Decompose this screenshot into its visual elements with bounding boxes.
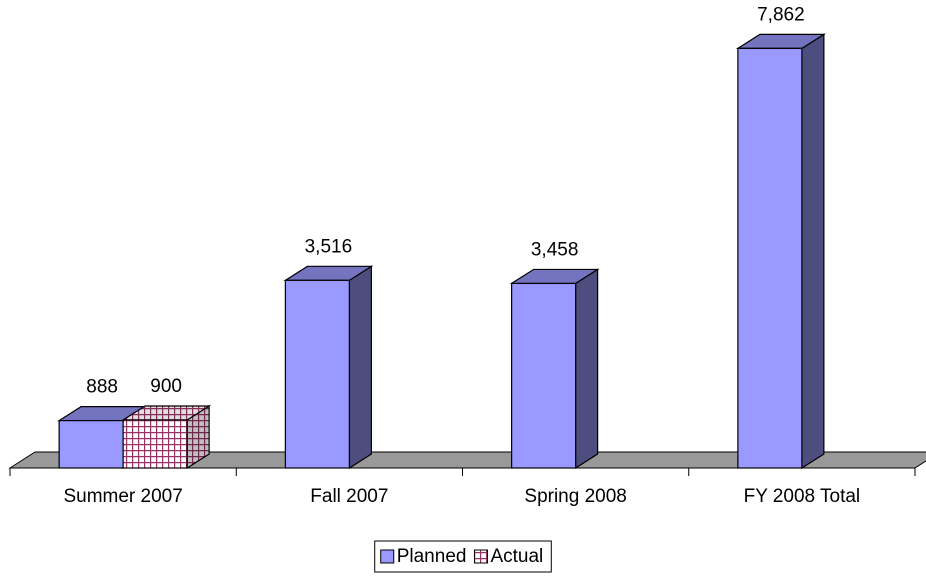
bar xyxy=(735,33,826,470)
data-label: 900 xyxy=(150,376,182,397)
x-tick-label: Fall 2007 xyxy=(310,486,388,507)
bar xyxy=(509,268,600,470)
legend-box xyxy=(374,540,552,573)
bar-front xyxy=(58,420,124,469)
bar-side xyxy=(801,33,825,470)
bar-front xyxy=(511,282,577,469)
bar-front xyxy=(284,279,350,469)
data-label: 3,458 xyxy=(531,239,579,260)
bar-side-shade xyxy=(187,405,210,468)
legend: Planned Actual xyxy=(374,540,552,573)
bar xyxy=(283,265,374,470)
legend-label: Actual xyxy=(490,546,543,567)
legend-swatch xyxy=(473,549,488,564)
bar xyxy=(121,404,212,470)
bar-front xyxy=(122,419,188,469)
legend-label: Planned xyxy=(397,546,467,567)
data-label: 888 xyxy=(86,377,118,398)
x-tick-label: FY 2008 Total xyxy=(744,486,861,507)
bar-side xyxy=(575,268,599,470)
x-tick-label: Spring 2008 xyxy=(524,486,626,507)
data-label: 3,516 xyxy=(305,236,353,257)
bar-side xyxy=(348,265,372,470)
bar-top-shade xyxy=(123,405,210,420)
legend-swatch xyxy=(380,549,395,564)
data-label: 7,862 xyxy=(757,4,805,25)
bar-front xyxy=(737,47,803,469)
x-tick-label: Summer 2007 xyxy=(63,486,182,507)
